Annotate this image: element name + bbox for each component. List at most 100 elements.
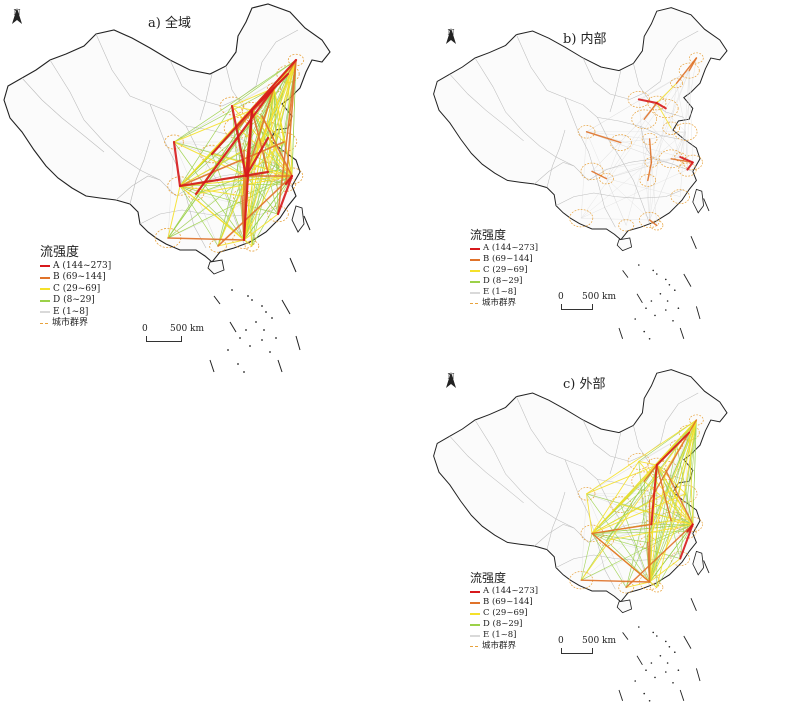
flow-line-c [179, 175, 293, 187]
flow-line-d [591, 533, 681, 559]
flow-line-b [591, 532, 651, 583]
sea-boundary-dash [683, 273, 692, 287]
province-boundary [609, 70, 622, 113]
flow-line-a [210, 58, 298, 156]
sea-boundary-dash [636, 655, 643, 666]
sea-boundary-dash [690, 598, 697, 611]
province-boundary [129, 139, 151, 205]
flow-line-d [649, 500, 694, 525]
legend-item-boundary: 城市群界 [40, 318, 111, 330]
sea-island-dot [634, 318, 637, 320]
flow-line-d [580, 533, 593, 581]
city-cluster-boundary [577, 125, 596, 139]
flow-line-e [689, 70, 693, 163]
flow-line-d [179, 183, 287, 187]
province-boundary [534, 524, 575, 547]
legend-swatch [40, 288, 50, 291]
legend-a: 流强度 A (144~273] B (69~144] C (29~69] D (… [40, 245, 111, 330]
legend-swatch-boundary [470, 303, 478, 304]
flow-line-c [243, 87, 275, 241]
sea-island-dot [637, 626, 640, 628]
sea-island-dot [648, 337, 651, 340]
flow-line-c [586, 493, 593, 534]
flow-line-e [591, 156, 681, 172]
flow-line-d [649, 531, 688, 583]
sea-boundary-dash [683, 635, 692, 649]
flow-line-d [676, 444, 694, 525]
province-boundary [607, 500, 650, 586]
flow-line-c [625, 581, 651, 588]
flow-line-c [586, 419, 697, 495]
legend-swatch [40, 299, 50, 302]
sea-boundary-dash [679, 689, 685, 701]
flow-line-c [591, 489, 672, 534]
province-boundary [660, 392, 699, 444]
province-boundary [49, 59, 177, 197]
flow-line-a [230, 104, 248, 178]
sea-boundary-dash [703, 198, 710, 212]
sea-island-dot [654, 314, 656, 317]
sea-island-dot [677, 669, 680, 672]
scale-distance: 500 km [582, 636, 617, 646]
flow-line-e [671, 83, 677, 129]
flow-line-e [606, 102, 657, 179]
legend-item-b: B (69~144] [470, 254, 538, 265]
flow-line-c [656, 82, 678, 104]
city-cluster-boundary [674, 514, 687, 524]
province-boundary [534, 162, 575, 185]
flow-line-c [638, 460, 658, 466]
china-outline [433, 7, 728, 241]
flow-line-d [591, 470, 667, 534]
legend-swatch [470, 280, 480, 283]
scale-bar-line [146, 336, 182, 342]
flow-line-d [580, 524, 694, 581]
legend-swatch [470, 258, 480, 261]
flow-line-e [647, 180, 650, 221]
legend-title: 流强度 [40, 245, 80, 260]
city-cluster-boundary [639, 174, 657, 187]
flow-line-d [179, 185, 219, 247]
sea-island-dot [659, 654, 662, 657]
sea-boundary-dash [289, 257, 297, 273]
flow-line-d [243, 171, 269, 241]
flow-line-a [650, 464, 658, 526]
flow-layer-b [585, 57, 698, 227]
legend-item-a: A (144~273] [470, 586, 538, 597]
sea-island-dot [664, 309, 667, 311]
scale-bar-line [561, 304, 593, 310]
flow-line-d [679, 419, 697, 559]
flow-line-d [591, 533, 627, 588]
city-cluster-boundary [609, 134, 632, 151]
province-boundary [607, 138, 650, 224]
province-boundary [197, 149, 245, 245]
province-boundary [21, 77, 105, 153]
legend-item-a: A (144~273] [470, 243, 538, 254]
city-cluster-boundary [569, 209, 594, 228]
city-cluster-boundary [674, 152, 687, 162]
legend-item-boundary: 城市群界 [470, 641, 538, 652]
flow-line-c [179, 185, 253, 247]
sea-boundary-dash [695, 306, 701, 320]
flow-line-e [687, 70, 690, 170]
sea-island-dot [271, 317, 273, 319]
flow-line-a [172, 140, 182, 188]
flow-line-e [620, 138, 650, 143]
city-cluster-boundary [653, 98, 679, 119]
flow-line-e [638, 99, 650, 221]
legend-item-c: C (29~69] [470, 608, 538, 619]
flow-line-e [638, 70, 690, 100]
sea-island-dot [634, 680, 637, 682]
flow-line-b [179, 141, 285, 187]
legend-swatch [40, 311, 50, 314]
flow-line-a [679, 523, 694, 560]
china-map-c [433, 369, 728, 702]
flow-line-c [591, 460, 640, 534]
city-cluster-boundary [673, 484, 698, 503]
sea-boundary-dash [695, 668, 701, 682]
flow-line-e [680, 57, 697, 158]
province-boundary [555, 189, 684, 206]
flow-line-b [648, 138, 653, 164]
china-map-a [3, 3, 331, 373]
flow-line-b [251, 109, 269, 173]
flow-line-b [665, 469, 694, 526]
